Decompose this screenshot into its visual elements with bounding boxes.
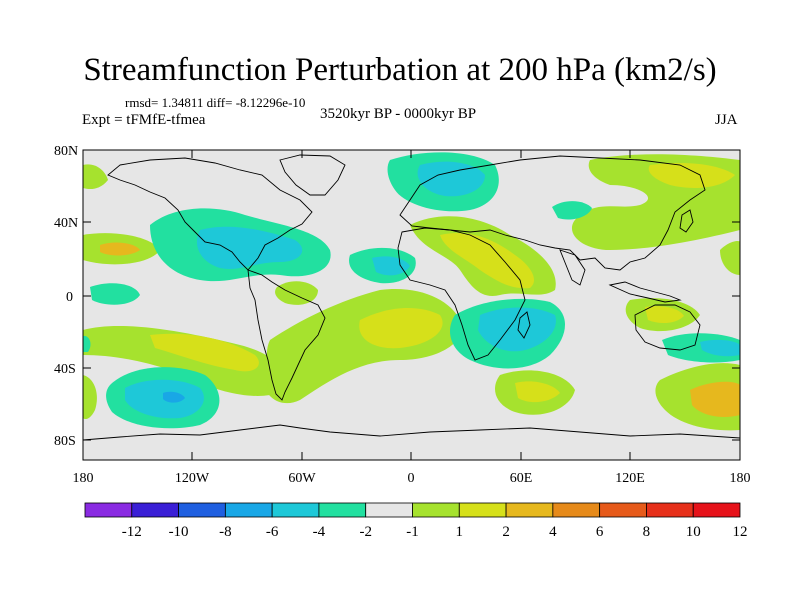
colorbar-label: -1 xyxy=(406,524,419,540)
contour-negative xyxy=(700,339,740,357)
colorbar-label: 4 xyxy=(549,524,557,540)
lat-label: 80S xyxy=(54,434,76,449)
colorbar-label: -2 xyxy=(359,524,372,540)
colorbar-label: -4 xyxy=(313,524,326,540)
lon-label: 60E xyxy=(510,471,533,486)
colorbar-label: -6 xyxy=(266,524,279,540)
coastline-antarctica xyxy=(83,424,740,441)
colorbar-label: 10 xyxy=(686,524,701,540)
coastline-africa xyxy=(397,227,526,361)
lat-label: 40S xyxy=(54,362,76,377)
contour-positive xyxy=(515,381,560,403)
contour-positive xyxy=(83,375,97,420)
coastline-north-america xyxy=(107,157,313,271)
colorbar-swatch xyxy=(318,502,367,518)
contour-negative xyxy=(372,256,410,276)
contour-negative xyxy=(478,307,556,352)
coastline-australia xyxy=(634,304,701,351)
contour-negative xyxy=(417,161,485,197)
coastline-india xyxy=(559,249,586,286)
axis-ticks xyxy=(82,149,741,460)
contour-positive xyxy=(645,306,684,324)
coastline-south-america xyxy=(247,269,326,401)
colorbar-swatch xyxy=(646,502,694,518)
colorbar-swatch xyxy=(224,502,273,518)
lon-label: 180 xyxy=(730,471,751,486)
lon-label: 60W xyxy=(288,471,316,486)
contour-negative xyxy=(552,201,592,220)
contour-negative xyxy=(196,226,303,269)
colorbar-swatch xyxy=(458,502,507,518)
colorbar-swatch xyxy=(365,502,413,518)
contour-positive xyxy=(440,232,535,289)
colorbar-swatch xyxy=(692,502,741,518)
contour-positive xyxy=(83,164,108,190)
coastlines xyxy=(83,154,740,441)
coastline-madagascar xyxy=(517,311,531,339)
colorbar: -12 -10 -8 -6 -4 -2 -1 1 2 4 6 8 10 12 xyxy=(84,502,748,540)
colorbar-swatch xyxy=(131,502,179,518)
lon-label: 180 xyxy=(73,471,94,486)
contour-fields xyxy=(83,152,740,431)
contour-positive xyxy=(150,333,259,372)
colorbar-label: -12 xyxy=(122,524,142,540)
colorbar-swatch xyxy=(178,502,226,518)
lon-label: 120W xyxy=(175,471,210,486)
contour-negative xyxy=(163,391,185,403)
colorbar-label: 6 xyxy=(596,524,604,540)
lat-label: 0 xyxy=(66,290,73,305)
contour-positive xyxy=(359,308,443,349)
experiment-label: Expt = tFMfE-tfmea xyxy=(82,112,206,128)
colorbar-swatch xyxy=(271,502,320,518)
coastline-greenland xyxy=(279,154,346,196)
colorbar-swatch xyxy=(552,502,601,518)
colorbar-label: 1 xyxy=(456,524,464,540)
coastline-eurasia xyxy=(399,155,706,271)
lon-label: 120E xyxy=(615,471,645,486)
contour-positive xyxy=(275,281,318,305)
colorbar-label: -8 xyxy=(219,524,232,540)
lon-label: 0 xyxy=(408,471,415,486)
contour-positive xyxy=(648,163,735,188)
coastline-sea-islands xyxy=(608,281,682,303)
contour-negative xyxy=(83,335,91,352)
contour-positive xyxy=(83,325,285,396)
period-label: 3520kyr BP - 0000kyr BP xyxy=(320,106,477,122)
contour-positive xyxy=(720,240,740,275)
contour-positive xyxy=(100,242,140,256)
season-label: JJA xyxy=(715,112,738,128)
colorbar-label: -10 xyxy=(169,524,189,540)
colorbar-label: 8 xyxy=(643,524,651,540)
lat-label: 40N xyxy=(54,216,78,231)
colorbar-swatch xyxy=(84,502,133,518)
colorbar-swatch xyxy=(412,502,460,518)
contour-negative xyxy=(90,283,140,305)
colorbar-label: 12 xyxy=(733,524,748,540)
contour-positive xyxy=(690,381,740,417)
colorbar-swatch xyxy=(599,502,647,518)
rmsd-diff-label: rmsd= 1.34811 diff= -8.12296e-10 xyxy=(125,95,306,110)
lat-label: 80N xyxy=(54,144,78,159)
colorbar-label: 2 xyxy=(502,524,510,540)
colorbar-swatch xyxy=(505,502,554,518)
coastline-japan xyxy=(679,209,694,233)
page-title: Streamfunction Perturbation at 200 hPa (… xyxy=(83,52,717,88)
